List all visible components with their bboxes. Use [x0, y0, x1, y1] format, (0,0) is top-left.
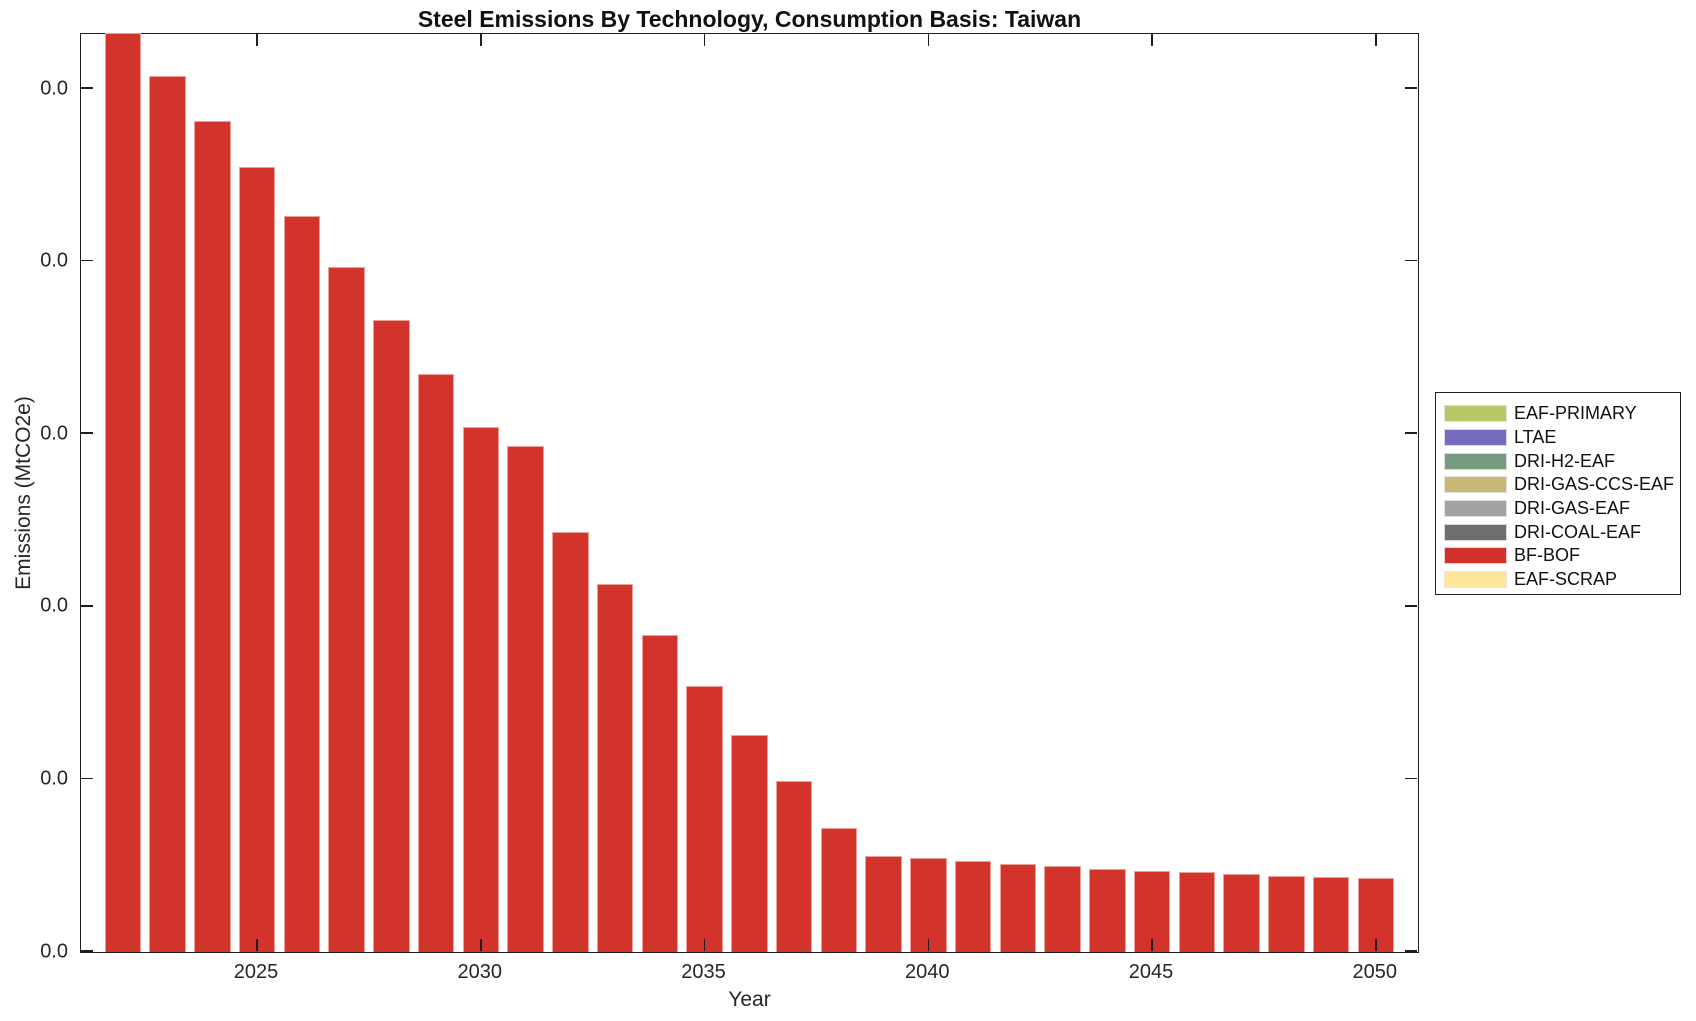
bar-2048	[1268, 875, 1305, 952]
legend-label: BF-BOF	[1514, 545, 1580, 566]
bar-2022	[104, 33, 141, 952]
legend-label: DRI-GAS-EAF	[1514, 498, 1631, 519]
chart-title: Steel Emissions By Technology, Consumpti…	[417, 6, 1082, 32]
legend-swatch-bf-bof	[1444, 547, 1507, 565]
legend-item-eaf-scrap: EAF-SCRAP	[1436, 568, 1680, 592]
legend-swatch-dri-gas-ccs-eaf	[1444, 476, 1507, 494]
bar-2049	[1312, 877, 1350, 952]
legend-swatch-eaf-scrap	[1444, 571, 1507, 589]
bar-2027	[328, 266, 365, 952]
bar-2030	[462, 427, 499, 952]
axis-tick	[256, 939, 258, 951]
legend-item-ltae: LTAE	[1436, 426, 1680, 450]
y-tick-label: 0.0	[40, 77, 68, 99]
y-tick-label: 0.0	[40, 422, 68, 445]
y-tick-label: 0.0	[40, 767, 68, 790]
legend-swatch-dri-gas-eaf	[1444, 500, 1507, 518]
legend-label: EAF-SCRAP	[1514, 569, 1618, 590]
legend-label: LTAE	[1514, 427, 1557, 448]
axis-tick	[1405, 777, 1417, 780]
axis-tick	[81, 259, 93, 262]
bar-2023	[149, 75, 186, 952]
y-tick-label: 0.0	[40, 940, 68, 962]
axis-tick	[703, 34, 706, 46]
legend-item-bf-bof: BF-BOF	[1436, 544, 1680, 568]
bar-2040	[910, 858, 947, 952]
axis-tick	[1375, 939, 1377, 951]
legend-item-eaf-primary: EAF-PRIMARY	[1436, 402, 1680, 426]
legend-item-dri-coal-eaf: DRI-COAL-EAF	[1436, 520, 1680, 544]
bar-2026	[283, 215, 320, 952]
legend-label: EAF-PRIMARY	[1514, 403, 1637, 424]
bar-2031	[507, 446, 544, 952]
bar-2024	[194, 120, 231, 952]
bar-2043	[1044, 866, 1081, 952]
axis-tick	[81, 87, 93, 89]
axis-tick	[927, 34, 929, 46]
bar-2036	[731, 734, 768, 952]
x-axis-label: Year	[728, 988, 771, 1011]
bar-2044	[1089, 868, 1126, 952]
bar-2042	[999, 863, 1036, 952]
legend-swatch-dri-coal-eaf	[1444, 523, 1507, 541]
x-tick-label-2025: 2025	[233, 961, 279, 983]
axis-tick	[1405, 605, 1417, 607]
axis-tick	[480, 34, 482, 46]
axis-tick	[1405, 87, 1417, 89]
legend-label: DRI-H2-EAF	[1514, 450, 1616, 471]
legend-item-dri-gas-eaf: DRI-GAS-EAF	[1436, 497, 1680, 521]
axis-tick	[1405, 432, 1417, 434]
bar-2045	[1133, 870, 1171, 952]
legend-item-dri-gas-ccs-eaf: DRI-GAS-CCS-EAF	[1436, 473, 1680, 497]
bar-2028	[373, 319, 410, 952]
bar-2034	[641, 635, 678, 952]
bar-2046	[1178, 871, 1215, 952]
axis-tick	[81, 432, 93, 434]
legend-label: DRI-GAS-CCS-EAF	[1514, 474, 1675, 495]
legend-label: DRI-COAL-EAF	[1514, 521, 1642, 542]
bar-2033	[596, 583, 634, 952]
axis-tick	[1405, 259, 1417, 262]
bar-2038	[820, 827, 857, 952]
x-tick-label-2040: 2040	[905, 961, 950, 983]
axis-tick	[1151, 939, 1153, 951]
legend-box: EAF-PRIMARY LTAE DRI-H2-EAF DRI-GAS-CCS-EAF…	[1435, 392, 1681, 595]
bar-2039	[865, 855, 902, 952]
legend-swatch-eaf-primary	[1444, 405, 1507, 423]
axis-tick	[256, 34, 258, 46]
x-tick-label-2035: 2035	[681, 961, 726, 983]
bar-2037	[775, 781, 813, 952]
legend-item-dri-h2-eaf: DRI-H2-EAF	[1436, 449, 1680, 473]
bar-2047	[1223, 874, 1260, 952]
axis-tick	[1151, 34, 1153, 46]
axis-tick	[1405, 950, 1417, 952]
axis-tick	[703, 939, 706, 951]
axis-tick	[1375, 34, 1377, 46]
legend-swatch-dri-h2-eaf	[1444, 452, 1507, 470]
x-tick-label-2030: 2030	[457, 961, 503, 983]
axis-tick	[480, 939, 482, 951]
axis-tick	[927, 939, 929, 951]
bar-2041	[954, 861, 992, 952]
bar-2029	[417, 374, 455, 952]
bar-2025	[238, 166, 276, 952]
legend-swatch-ltae	[1444, 429, 1507, 447]
x-tick-label-2050: 2050	[1352, 961, 1398, 983]
plot-area	[80, 33, 1419, 953]
y-tick-label: 0.0	[40, 249, 68, 272]
axis-tick	[81, 605, 93, 607]
x-tick-label-2045: 2045	[1128, 961, 1174, 983]
axis-tick	[81, 950, 93, 952]
axis-tick	[81, 777, 93, 780]
bar-2035	[686, 685, 723, 952]
bar-2032	[552, 531, 589, 952]
y-tick-label: 0.0	[40, 594, 68, 617]
